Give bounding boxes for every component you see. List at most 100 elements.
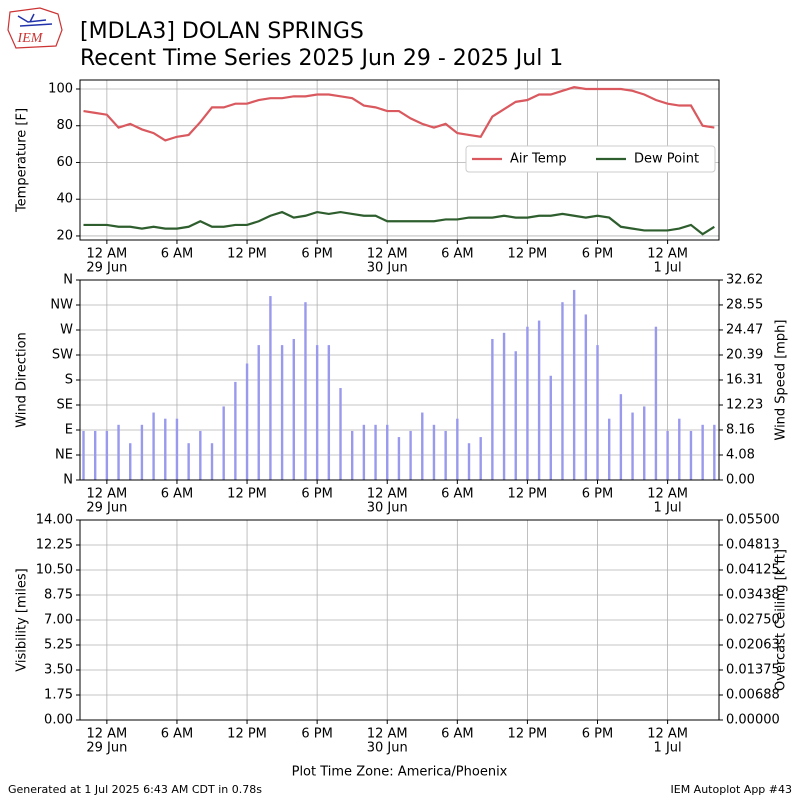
x-tick-label: 6 PM [301,727,332,742]
y-tick-label: 3.50 [44,663,73,678]
x-tick-label: 12 AM [86,247,127,262]
bar [199,430,202,480]
y-tick-label: 10.50 [36,563,73,578]
bar [514,351,517,480]
bar [280,345,284,480]
bar [105,430,109,480]
bar [491,338,494,480]
bar [210,443,214,480]
legend-label: Air Temp [510,152,567,167]
y2-tick-label: 20.39 [726,347,763,362]
bar [607,418,611,480]
bar [152,412,155,480]
bar [572,289,576,480]
bar [350,430,354,480]
bar [561,302,564,480]
x-tick-label: 30 Jun [367,261,408,276]
y-tick-label: 60 [56,155,73,170]
x-tick-label: 6 AM [441,247,474,262]
bar [678,418,681,480]
x-tick-label: 30 Jun [367,501,408,516]
bar [187,443,190,480]
y2-tick-label: 0.00688 [726,688,780,703]
legend-box [465,145,716,173]
y-axis-label: Temperature [F] [15,108,30,213]
y2-tick-label: 0.04813 [726,538,780,553]
y-tick-label: SW [52,348,73,363]
x-tick-label: 6 PM [582,247,613,262]
logo-text: IEM [17,31,44,46]
bar [269,296,272,480]
bar [643,406,646,480]
bar [362,424,366,480]
bar [140,424,144,480]
y-tick-label: NE [55,448,73,463]
bar [444,430,447,480]
y2-tick-label: 24.47 [726,322,763,337]
bar [374,424,377,480]
bar [479,437,482,480]
y2-tick-label: 4.08 [726,447,755,462]
x-tick-label: 6 PM [301,487,332,502]
bar [713,424,716,480]
bar [397,437,401,480]
bar [502,332,506,480]
x-tick-label: 1 Jul [654,741,682,756]
y-tick-label: 80 [56,118,73,133]
legend-label: Dew Point [634,152,699,167]
bar [631,412,634,480]
line [83,210,715,236]
bar [82,430,85,480]
x-tick-label: 12 AM [86,727,127,742]
footer-right: IEM Autoplot App #43 [671,783,793,796]
x-tick-label: 12 PM [508,727,548,742]
y2-axis-label: Overcast Ceiling [k ft] [774,549,789,691]
y-tick-label: W [60,323,73,338]
x-axis-label: Plot Time Zone: America/Phoenix [292,765,508,780]
x-tick-label: 12 PM [227,247,267,262]
bar [234,381,237,480]
y2-tick-label: 0.05500 [726,513,780,528]
y2-tick-label: 0.04125 [726,563,780,578]
x-tick-label: 12 AM [367,247,408,262]
y-tick-label: N [63,473,73,488]
x-tick-label: 6 AM [161,727,194,742]
y-tick-label: 1.75 [44,688,73,703]
x-tick-label: 12 AM [86,487,127,502]
bar [304,302,307,480]
y2-tick-label: 0.00000 [726,713,780,728]
y-tick-label: 0.00 [44,713,73,728]
bar [537,320,541,480]
bar [292,338,295,480]
y-tick-label: 7.00 [44,613,73,628]
logo-lines [17,13,53,27]
bar [339,388,342,480]
bar [327,345,331,480]
y-tick-label: 40 [56,192,73,207]
x-tick-label: 6 PM [582,487,613,502]
bar [164,418,167,480]
bar [654,326,658,480]
x-tick-label: 29 Jun [86,501,127,516]
y2-tick-label: 0.02063 [726,638,780,653]
y-axis-label: Visibility [miles] [15,568,30,671]
logo: IEM [7,7,63,49]
bar [701,424,704,480]
x-tick-label: 1 Jul [654,261,682,276]
y-tick-label: E [65,423,73,438]
bar [549,375,552,480]
y2-tick-label: 28.55 [726,297,763,312]
bar [245,363,249,480]
y-tick-label: 8.75 [44,588,73,603]
x-tick-label: 29 Jun [86,261,127,276]
y-tick-label: 20 [56,228,73,243]
x-tick-label: 12 PM [227,727,267,742]
bar [315,345,319,480]
y2-tick-label: 16.31 [726,373,763,388]
y2-tick-label: 0.00 [726,473,755,488]
y-tick-label: NW [50,298,73,313]
y2-axis-label: Wind Speed [mph] [774,320,789,441]
y2-tick-label: 8.16 [726,422,755,437]
bar [129,443,132,480]
plot-frame [79,519,720,721]
